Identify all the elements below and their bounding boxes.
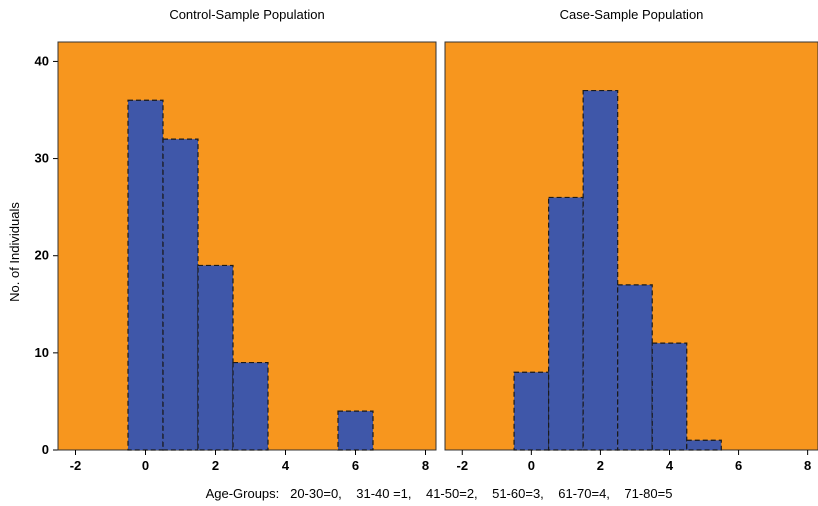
histogram-bar [617, 284, 653, 451]
y-tick-label: 20 [35, 248, 49, 263]
x-tick-label: 4 [666, 458, 674, 473]
x-tick-label: 6 [352, 458, 359, 473]
y-tick-label: 40 [35, 53, 49, 68]
panel-title: Case-Sample Population [560, 7, 704, 22]
y-tick-label: 10 [35, 345, 49, 360]
histogram-bar [127, 99, 164, 451]
histogram-bar [513, 371, 550, 451]
x-tick-label: 4 [282, 458, 290, 473]
histogram-bar [232, 361, 269, 451]
x-tick-label: 8 [804, 458, 811, 473]
histogram-bar [337, 410, 374, 451]
x-tick-label: 0 [528, 458, 535, 473]
histogram-bar [162, 138, 199, 451]
histogram-bar [197, 264, 234, 451]
chart-panel-1: Control-Sample Population -2 0 2 4 6 8 [57, 7, 437, 473]
histogram-bar [651, 342, 688, 451]
y-axis: 0 10 20 30 40 [35, 53, 58, 457]
x-tick-label: 0 [142, 458, 149, 473]
y-axis-label: No. of Individuals [7, 202, 22, 302]
x-axis-label: Age-Groups: 20-30=0, 31-40 =1, 41-50=2, … [206, 486, 673, 501]
x-tick-label: -2 [456, 458, 468, 473]
histogram-bar [582, 89, 619, 451]
panel-title: Control-Sample Population [169, 7, 324, 22]
x-tick-label: 2 [597, 458, 604, 473]
x-tick-label: 8 [422, 458, 429, 473]
x-tick-label: -2 [70, 458, 82, 473]
histogram-bar [548, 196, 584, 451]
histogram-bar [686, 439, 722, 451]
y-tick-label: 0 [42, 442, 49, 457]
y-tick-label: 30 [35, 151, 49, 166]
chart-panel-2: Case-Sample Population -2 0 2 4 6 8 [444, 7, 818, 473]
x-tick-label: 6 [735, 458, 742, 473]
x-tick-label: 2 [212, 458, 219, 473]
